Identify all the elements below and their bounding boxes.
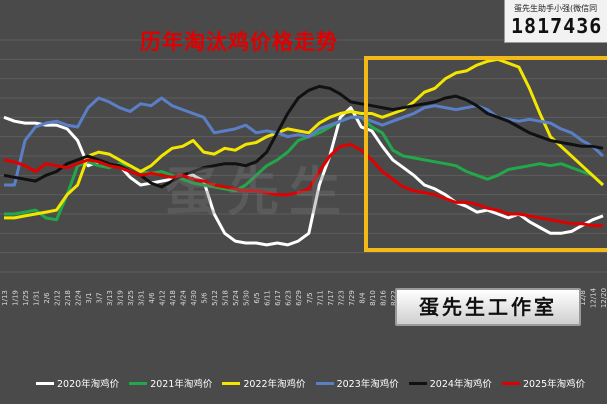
- x-tick-label: 7/11: [316, 290, 324, 306]
- x-tick-label: 5/18: [222, 290, 230, 306]
- studio-label: 蛋先生工作室: [395, 288, 581, 326]
- x-tick-label: 4/6: [148, 292, 156, 304]
- highlight-frame: [364, 56, 607, 252]
- x-tick-label: 3/13: [106, 290, 114, 306]
- legend-item: 2022年淘鸡价: [222, 376, 306, 390]
- series-line-2022年淘鸡价: [4, 57, 605, 220]
- x-tick-label: 4/24: [180, 290, 188, 306]
- x-tick-label: 3/7: [96, 292, 104, 303]
- x-tick-label: 6/11: [264, 290, 272, 306]
- x-tick-label: 1/25: [22, 290, 30, 306]
- legend-label: 2025年淘鸡价: [522, 379, 586, 390]
- x-tick-label: 8/4: [358, 292, 366, 304]
- x-tick-label: 6/29: [295, 290, 303, 306]
- legend-label: 2020年淘鸡价: [57, 379, 120, 390]
- badge-caption: 蛋先生助手小强(微信同: [514, 4, 598, 13]
- legend-swatch: [36, 381, 54, 385]
- legend-label: 2021年淘鸡价: [150, 379, 213, 390]
- x-tick-label: 5/30: [243, 290, 251, 306]
- x-tick-label: 3/19: [117, 290, 125, 306]
- x-tick-label: 3/1: [85, 292, 93, 303]
- x-tick-label: 5/12: [211, 290, 219, 306]
- x-tick-label: 4/18: [169, 290, 177, 306]
- x-tick-label: 2/12: [54, 290, 62, 306]
- legend-swatch: [501, 381, 520, 385]
- x-tick-label: 8/22: [390, 290, 398, 306]
- x-tick-label: 3/25: [127, 290, 135, 306]
- watermark-text: 蛋先生: [165, 163, 352, 223]
- x-tick-label: 4/30: [190, 290, 198, 306]
- legend-item: 2020年淘鸡价: [36, 376, 119, 390]
- x-tick-label: 2/18: [64, 290, 72, 306]
- legend-item: 2024年淘鸡价: [408, 376, 492, 390]
- legend-item: 2025年淘鸡价: [501, 376, 586, 390]
- x-tick-label: 6/5: [253, 292, 261, 303]
- legend-label: 2022年淘鸡价: [243, 379, 306, 390]
- x-tick-label: 2/6: [43, 292, 51, 304]
- legend-swatch: [408, 381, 427, 385]
- x-tick-label: 1/31: [33, 290, 41, 306]
- x-tick-label: 5/24: [232, 290, 240, 306]
- x-tick-label: 5/6: [201, 292, 209, 304]
- x-tick-label: 7/17: [327, 290, 335, 306]
- chart-title: 历年淘汰鸡价格走势: [140, 29, 338, 54]
- legend-label: 2024年淘鸡价: [429, 379, 492, 390]
- x-tick-label: 1/13: [1, 290, 9, 306]
- legend-swatch: [315, 381, 334, 385]
- x-tick-label: 12/14: [590, 287, 598, 308]
- contact-badge: 蛋先生助手小强(微信同 1817436: [504, 0, 607, 43]
- legend-item: 2023年淘鸡价: [315, 376, 399, 390]
- x-tick-label: 1/19: [12, 290, 20, 306]
- x-tick-label: 6/17: [274, 290, 282, 306]
- x-tick-label: 3/31: [138, 290, 146, 306]
- x-tick-label: 12/8: [579, 290, 587, 306]
- legend-swatch: [222, 381, 241, 385]
- x-tick-label: 7/5: [306, 292, 314, 303]
- series-line-2021年淘鸡价: [4, 115, 605, 222]
- x-tick-label: 7/29: [348, 290, 356, 306]
- series-line-2025年淘鸡价: [3, 142, 603, 228]
- legend-label: 2023年淘鸡价: [336, 379, 399, 390]
- x-tick-label: 8/16: [379, 290, 387, 306]
- badge-number: 1817436: [511, 14, 603, 38]
- x-tick-label: 4/12: [159, 290, 167, 306]
- x-tick-label: 8/10: [369, 290, 377, 306]
- chart-legend: 2020年淘鸡价 2021年淘鸡价 2022年淘鸡价 2023年淘鸡价 2024年淘鸡价…: [36, 375, 607, 391]
- x-tick-label: 7/23: [337, 290, 345, 306]
- chart-series-lines: [3, 57, 605, 247]
- x-tick-label: 2/24: [75, 290, 83, 306]
- legend-item: 2021年淘鸡价: [129, 376, 212, 390]
- x-tick-label: 12/20: [600, 288, 607, 308]
- series-line-2024年淘鸡价: [3, 84, 604, 189]
- legend-swatch: [129, 381, 148, 385]
- x-tick-label: 6/23: [285, 290, 293, 306]
